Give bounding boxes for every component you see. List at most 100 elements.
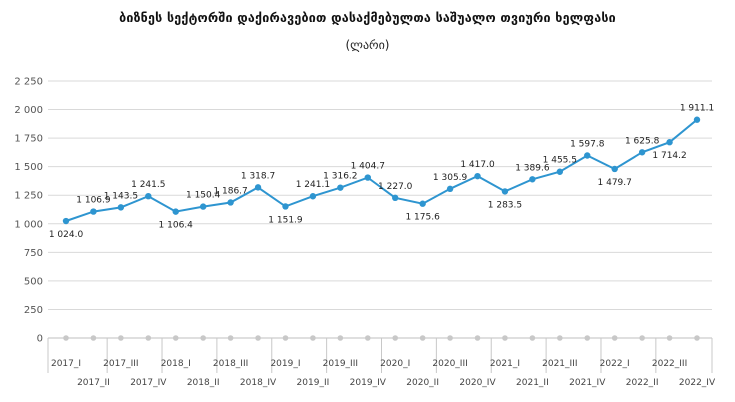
x-tick-label: 2019_III — [323, 359, 358, 369]
x-tick-label: 2018_IV — [240, 378, 277, 388]
data-labels: 1 024.0 1 106.91 143.51 241.5 1 106.4 1 150… — [49, 104, 714, 240]
x-tick-label: 2020_I — [380, 359, 410, 369]
data-point — [309, 193, 317, 200]
x-tick-label: 2018_III — [213, 359, 248, 369]
data-point — [611, 165, 618, 173]
data-label: 1 227.0 — [378, 182, 413, 192]
data-point — [666, 139, 673, 146]
data-point — [529, 176, 536, 183]
x-tick-label: 2020_III — [432, 359, 467, 369]
baseline-marker — [90, 335, 97, 341]
y-tick-label: 1 500 — [14, 162, 43, 173]
chart-title: ბიზნეს სექტორში დაქირავებით დასაქმებულთა… — [119, 10, 616, 25]
y-tick-label: 1 750 — [14, 134, 43, 145]
y-tick-label: 2 000 — [14, 105, 43, 116]
data-point — [446, 185, 454, 193]
x-tick-label: 2018_I — [161, 359, 191, 369]
baseline-marker — [227, 335, 234, 341]
x-tick-label: 2022_II — [626, 378, 659, 388]
baseline-marker — [337, 335, 344, 341]
data-label: 1 106.9 — [76, 196, 111, 206]
data-point — [227, 199, 234, 206]
data-label: 1 151.9 — [268, 215, 303, 225]
x-tick-label: 2019_I — [270, 359, 300, 369]
data-point — [337, 184, 344, 191]
data-label: 1 241.5 — [131, 180, 165, 190]
data-point — [62, 217, 70, 225]
y-tick-label: 1 000 — [14, 219, 43, 230]
data-label: 1 625.8 — [625, 136, 660, 146]
x-axis: 2017_I 2017_II 2017_III 2017_IV 2018_I 2018_I… — [47, 335, 716, 388]
baseline-marker — [611, 335, 618, 341]
baseline-marker — [63, 335, 69, 341]
data-label: 1 283.5 — [488, 200, 522, 210]
data-point — [474, 172, 481, 180]
data-point — [364, 174, 371, 181]
data-label: 1 911.1 — [680, 104, 714, 114]
data-point — [145, 192, 152, 200]
baseline-marker — [282, 335, 289, 341]
data-label: 1 150.4 — [186, 191, 221, 201]
baseline-marker — [529, 335, 536, 341]
y-tick-label: 2 250 — [14, 77, 43, 88]
data-point — [556, 168, 564, 175]
x-tick-label: 2021_II — [516, 378, 549, 388]
data-label: 1 417.0 — [460, 160, 495, 170]
baseline-marker — [584, 335, 591, 341]
baseline-marker — [364, 335, 371, 341]
baseline-marker — [639, 335, 645, 341]
x-tick-label: 2021_III — [542, 359, 577, 369]
y-tick-label: 500 — [24, 276, 43, 287]
data-label: 1 106.4 — [159, 221, 194, 231]
y-axis: 0 250 500 750 1 000 1 250 1 500 1 750 2 000 2 250 — [14, 77, 43, 345]
data-label: 1 305.9 — [433, 173, 468, 183]
x-tick-label: 2019_II — [297, 378, 330, 388]
baseline-marker — [310, 335, 316, 341]
data-label: 1 143.5 — [104, 191, 138, 201]
data-point — [282, 203, 289, 210]
baseline-marker — [447, 335, 453, 341]
y-tick-label: 1 250 — [14, 191, 43, 202]
data-label: 1 455.5 — [543, 156, 577, 166]
baseline-marker — [118, 335, 124, 341]
x-tick-label: 2017_III — [103, 359, 138, 369]
x-tick-label: 2020_II — [406, 378, 439, 388]
data-point — [254, 184, 262, 191]
data-point — [392, 194, 399, 202]
data-label: 1 597.8 — [570, 139, 605, 149]
data-label: 1 241.1 — [296, 180, 330, 190]
data-label: 1 318.7 — [241, 171, 275, 181]
x-tick-label: 2017_I — [51, 359, 81, 369]
data-point — [117, 204, 125, 211]
data-point — [584, 152, 591, 159]
x-tick-label: 2022_IV — [679, 378, 716, 388]
baseline-marker — [666, 335, 673, 341]
x-tick-label: 2017_II — [77, 378, 110, 388]
data-label: 1 479.7 — [598, 178, 632, 188]
baseline-marker — [694, 335, 700, 341]
series-wages — [62, 116, 701, 225]
gridlines — [48, 80, 712, 339]
data-label: 1 714.2 — [652, 151, 686, 161]
x-tick-label: 2021_I — [490, 359, 520, 369]
baseline-marker — [419, 335, 426, 341]
data-point — [419, 200, 426, 207]
data-point — [90, 208, 97, 215]
data-label: 1 186.7 — [213, 186, 247, 196]
baseline-marker — [255, 335, 261, 341]
x-tick-label: 2022_I — [600, 359, 630, 369]
y-tick-label: 250 — [24, 305, 43, 316]
y-tick-label: 0 — [37, 334, 43, 345]
data-label: 1 316.2 — [323, 172, 357, 182]
x-tick-label: 2020_IV — [459, 378, 496, 388]
y-tick-label: 750 — [24, 248, 43, 259]
baseline-marker — [557, 335, 563, 341]
data-label: 1 404.7 — [351, 162, 385, 172]
baseline-marker — [502, 335, 508, 341]
x-tick-label: 2017_IV — [130, 378, 167, 388]
chart-subtitle: (ლარი) — [345, 38, 390, 52]
data-point — [199, 203, 207, 210]
x-tick-label: 2019_IV — [350, 378, 387, 388]
data-point — [172, 208, 179, 215]
